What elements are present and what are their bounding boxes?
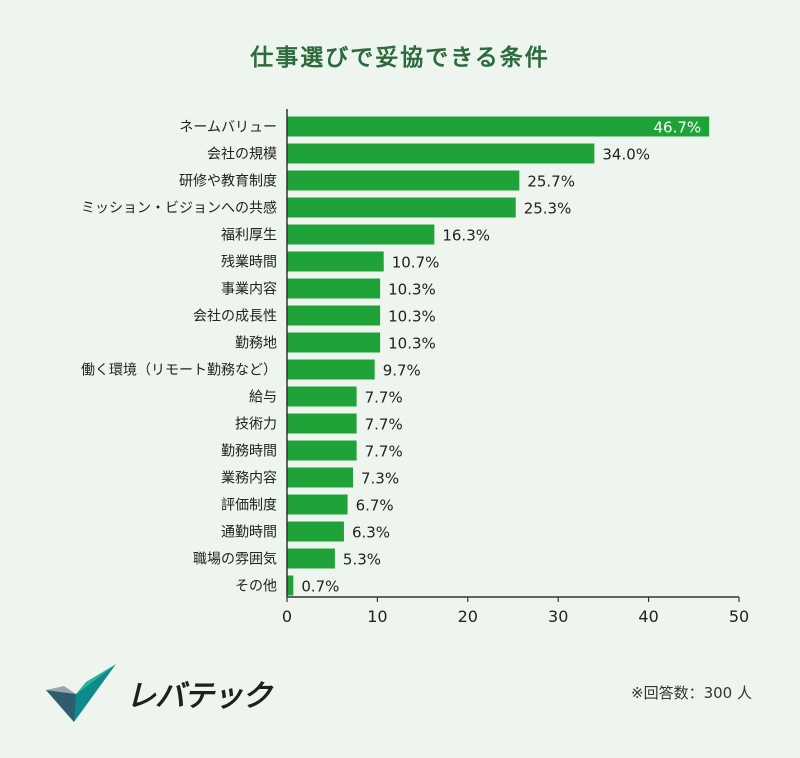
- bar: [287, 521, 344, 542]
- category-label: ネームバリュー: [179, 120, 277, 136]
- x-tick-label: 20: [458, 607, 478, 626]
- bar: [287, 251, 384, 272]
- value-label: 25.7%: [527, 173, 575, 191]
- bar: [287, 197, 516, 218]
- x-tick-label: 50: [729, 607, 749, 626]
- value-label: 10.3%: [388, 335, 436, 353]
- bar: [287, 440, 357, 461]
- value-label: 10.3%: [388, 281, 436, 299]
- category-label: 勤務時間: [221, 444, 277, 460]
- category-label: その他: [235, 579, 277, 595]
- bar: [287, 548, 335, 569]
- bar-chart: ネームバリュー 46.7% 会社の規模 34.0% 研修や教育制度 25.7% ミッション・…: [81, 109, 749, 626]
- chart-title: 仕事選びで妥協できる条件: [250, 45, 550, 71]
- value-label: 6.7%: [356, 497, 394, 515]
- x-tick-label: 10: [367, 607, 387, 626]
- value-label: 34.0%: [602, 146, 650, 164]
- x-tick-label: 30: [548, 607, 568, 626]
- bar: [287, 413, 357, 434]
- bar: [287, 332, 381, 353]
- category-label: 通勤時間: [221, 525, 277, 541]
- value-label: 10.7%: [392, 254, 440, 272]
- value-label: 7.7%: [365, 389, 403, 407]
- value-label: 9.7%: [383, 362, 421, 380]
- bar: [287, 143, 595, 164]
- value-label: 46.7%: [654, 119, 702, 137]
- logo: レバテック: [46, 664, 272, 722]
- bar: [287, 170, 520, 191]
- value-label: 7.7%: [365, 443, 403, 461]
- bar: [287, 116, 710, 137]
- bar: [287, 575, 294, 596]
- category-label: 残業時間: [221, 255, 277, 271]
- category-label: 福利厚生: [221, 228, 277, 244]
- bar: [287, 386, 357, 407]
- category-label: 働く環境（リモート勤務など）: [81, 363, 277, 379]
- value-label: 7.7%: [365, 416, 403, 434]
- category-label: 評価制度: [221, 498, 277, 514]
- category-label: 技術力: [235, 417, 277, 433]
- category-label: 研修や教育制度: [179, 174, 277, 190]
- bar: [287, 494, 348, 515]
- x-tick-label: 40: [638, 607, 658, 626]
- bar: [287, 305, 381, 326]
- bar: [287, 278, 381, 299]
- category-label: 職場の雰囲気: [193, 552, 277, 568]
- category-label: 事業内容: [221, 281, 277, 298]
- bar: [287, 224, 435, 245]
- logo-text: レバテック: [126, 679, 272, 714]
- value-label: 7.3%: [361, 470, 399, 488]
- category-label: 給与: [249, 390, 277, 406]
- value-label: 6.3%: [352, 524, 390, 542]
- category-label: ミッション・ビジョンへの共感: [81, 200, 277, 217]
- category-label: 勤務地: [235, 336, 277, 352]
- bar: [287, 359, 375, 380]
- value-label: 5.3%: [343, 551, 381, 569]
- levtech-logo-icon: [46, 664, 116, 722]
- respondent-note: ※回答数：300 人: [631, 684, 752, 702]
- value-label: 10.3%: [388, 308, 436, 326]
- category-label: 会社の成長性: [193, 309, 277, 325]
- value-label: 16.3%: [442, 227, 490, 245]
- value-label: 25.3%: [524, 200, 572, 218]
- category-label: 会社の規模: [207, 147, 277, 163]
- category-label: 業務内容: [221, 470, 277, 487]
- x-tick-label: 0: [282, 607, 292, 626]
- value-label: 0.7%: [301, 578, 339, 596]
- bar: [287, 467, 353, 488]
